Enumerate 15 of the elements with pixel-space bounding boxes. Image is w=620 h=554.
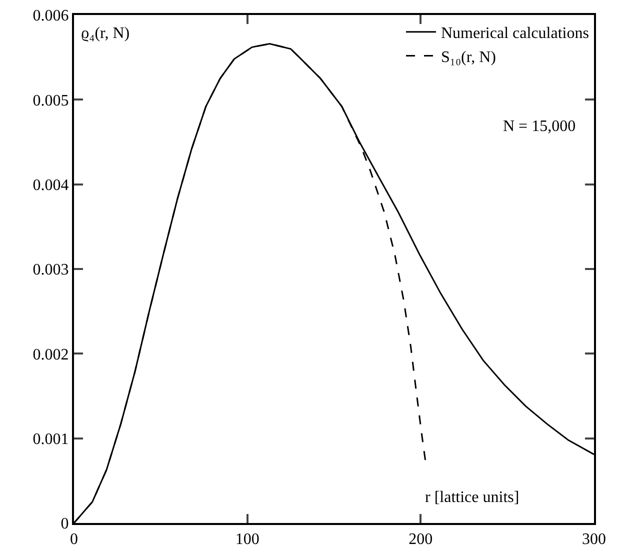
y-tick-label: 0.002 <box>32 346 69 364</box>
x-tick-label: 100 <box>235 531 260 548</box>
legend-label: Numerical calculations <box>441 25 589 42</box>
annotation: N = 15,000 <box>503 118 576 135</box>
y-tick-label: 0.001 <box>32 430 69 448</box>
y-axis-title: ϱ₄(r, N) <box>81 25 130 42</box>
y-tick-label: 0.003 <box>32 262 69 279</box>
y-tick-label: 0 <box>60 516 69 533</box>
y-tick-label: 0.005 <box>32 92 69 110</box>
x-tick-label: 200 <box>408 531 433 548</box>
x-tick-label: 300 <box>582 531 606 548</box>
y-tick-label: 0.006 <box>32 8 69 25</box>
legend-label: S₁₀(r, N) <box>441 48 496 66</box>
x-axis-title: r [lattice units] <box>425 489 520 506</box>
y-tick-label: 0.004 <box>32 176 69 194</box>
